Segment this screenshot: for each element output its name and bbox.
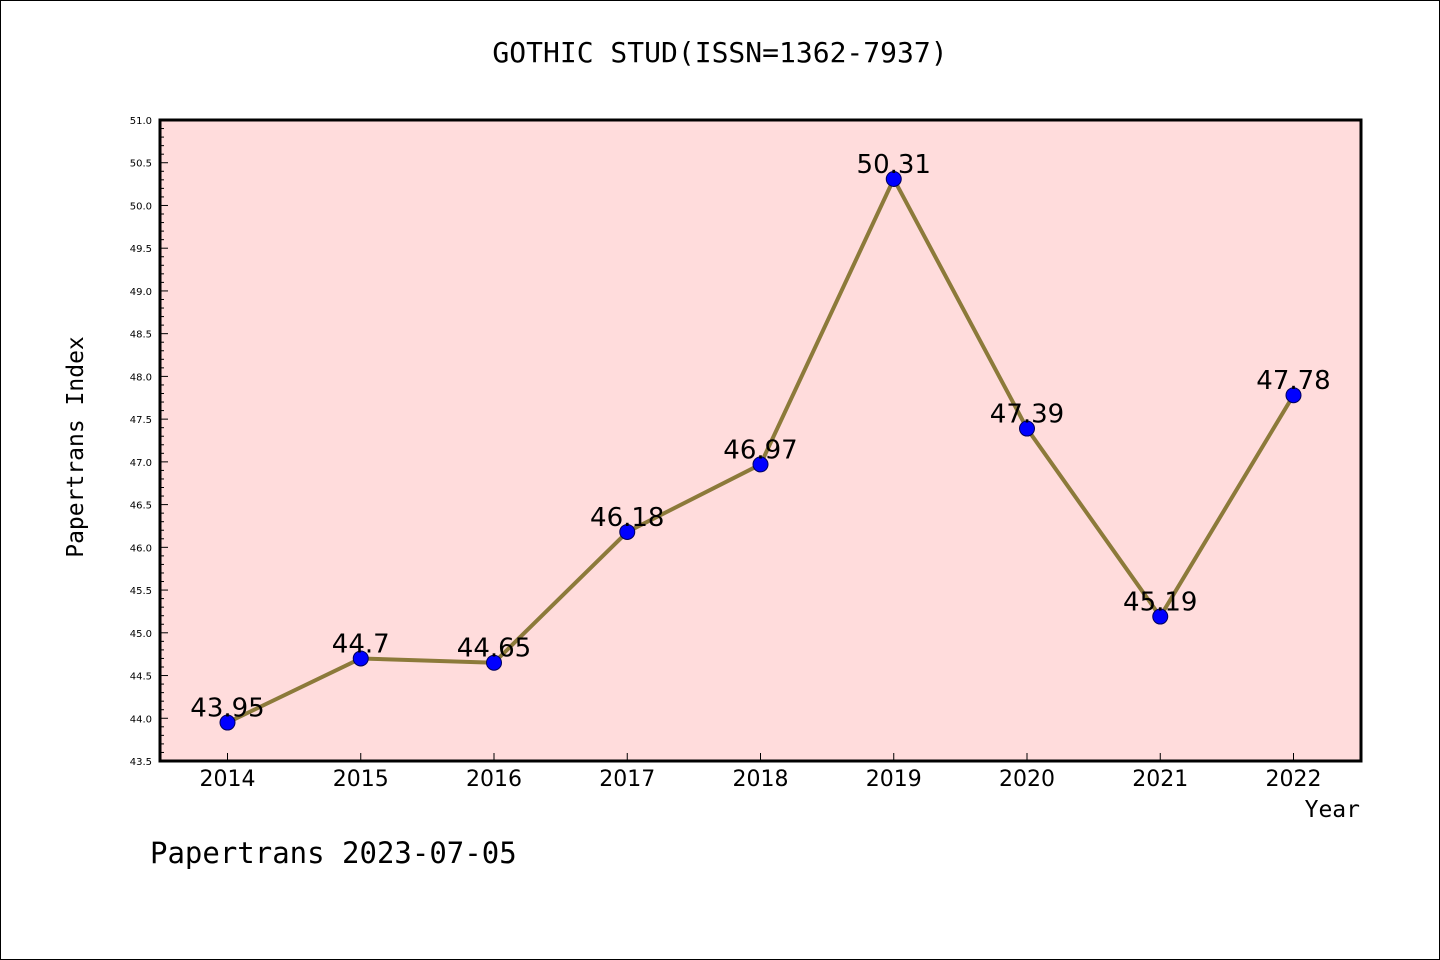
y-tick-label: 45.0 (130, 629, 152, 640)
y-tick-label: 50.0 (130, 201, 152, 212)
x-tick-label: 2020 (999, 767, 1055, 792)
x-tick-label: 2022 (1266, 767, 1322, 792)
y-tick-label: 51.0 (130, 116, 152, 127)
y-tick-label: 44.5 (130, 672, 152, 683)
x-tick-label: 2016 (466, 767, 522, 792)
y-tick-label: 48.0 (130, 372, 152, 383)
y-tick-label: 46.0 (130, 543, 152, 554)
plot-border (158, 118, 1363, 763)
data-point (1285, 387, 1302, 404)
y-tick-label: 43.5 (130, 757, 152, 768)
data-point (486, 654, 502, 671)
data-point (619, 523, 636, 540)
y-tick-label: 49.5 (130, 244, 152, 255)
data-label: 45.19 (1123, 588, 1197, 618)
x-axis: 2014 2015 2016 2017 2018 2019 2020 2021 2022 (200, 753, 1322, 792)
chart-title: GOTHIC STUD(ISSN=1362-7937) (492, 36, 948, 69)
data-label: 46.97 (723, 435, 797, 465)
x-tick-label: 2014 (200, 767, 256, 792)
data-points (219, 170, 1302, 731)
data-label: 43.95 (190, 694, 264, 724)
y-tick-label: 48.5 (130, 330, 152, 341)
y-tick-label: 45.5 (130, 586, 152, 597)
data-label: 50.31 (857, 150, 931, 180)
y-tick-label: 47.5 (130, 415, 152, 426)
x-tick-label: 2017 (599, 767, 655, 792)
x-axis-title: Year (1304, 797, 1360, 823)
y-tick-label: 50.5 (130, 159, 152, 170)
y-tick-label: 49.0 (130, 287, 152, 298)
data-point (1152, 608, 1169, 625)
footer-note: Papertrans 2023-07-05 (150, 836, 517, 870)
data-point (219, 714, 236, 731)
x-tick-label: 2018 (733, 767, 789, 792)
data-point (885, 170, 902, 187)
x-tick-label: 2015 (333, 767, 389, 792)
data-label: 47.39 (990, 400, 1064, 430)
y-tick-label: 44.0 (130, 714, 152, 725)
data-point (352, 650, 369, 667)
y-tick-label: 46.5 (130, 501, 152, 512)
data-label: 44.7 (332, 629, 390, 659)
data-label: 46.18 (590, 503, 664, 533)
data-point (752, 456, 769, 473)
data-labels: 43.95 44.7 44.65 46.18 46.97 50.31 47.39 45.19 4… (190, 150, 1330, 724)
x-tick-label: 2019 (866, 767, 922, 792)
data-label: 47.78 (1256, 366, 1330, 396)
y-tick-label: 47.0 (130, 458, 152, 469)
data-point (1019, 420, 1035, 437)
data-label: 44.65 (457, 634, 531, 664)
y-axis: 43.5 44.0 44.5 45.0 45.5 46.0 46.5 47.0 47.5 48.0… (130, 116, 168, 768)
x-tick-label: 2021 (1132, 767, 1188, 792)
